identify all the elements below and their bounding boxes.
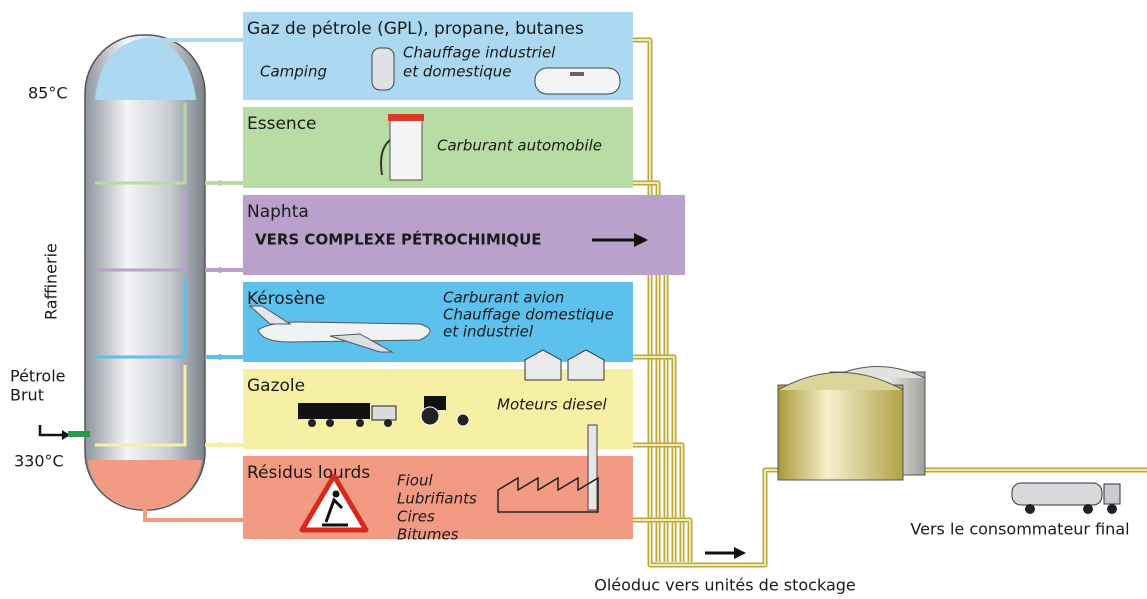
- product-use: Carburant automobile: [437, 137, 602, 155]
- icon: [456, 413, 470, 427]
- pipe-joint: [217, 180, 223, 186]
- product-use: Chauffage domestique: [443, 306, 614, 324]
- product-pipe: [143, 490, 243, 522]
- icon: [634, 233, 648, 247]
- product-name: Résidus lourds: [247, 463, 370, 483]
- input-label: Pétrole: [10, 367, 66, 386]
- input-label: Brut: [10, 386, 44, 405]
- pipe-joint: [217, 442, 223, 448]
- distillation-column: [84, 34, 206, 511]
- pipeline-label: Oléoduc vers unités de stockage: [594, 576, 856, 595]
- product-use: Carburant avion: [443, 289, 564, 307]
- product-name: Kérosène: [247, 289, 325, 309]
- input-pipe: [68, 431, 90, 437]
- product-name: Gaz de pétrole (GPL), propane, butanes: [247, 19, 584, 39]
- icon: [380, 139, 391, 176]
- flow-arrow-head: [734, 547, 746, 559]
- product-bands: Gaz de pétrole (GPL), propane, butanes Ca…: [243, 12, 685, 544]
- product-use: Camping: [260, 63, 327, 81]
- icon: [384, 419, 392, 427]
- product-use: Moteurs diesel: [497, 396, 607, 414]
- icon: [371, 405, 397, 421]
- trays: [95, 38, 243, 522]
- product-pipe: [143, 38, 243, 80]
- icon: [587, 424, 598, 511]
- icon: [248, 305, 292, 325]
- icon: [567, 349, 605, 381]
- product-band: [243, 107, 633, 188]
- icon: [389, 117, 423, 181]
- product-pipe: [95, 190, 187, 272]
- product-use: Bitumes: [397, 526, 459, 544]
- icon: [332, 490, 340, 498]
- bottom-temperature: 330°C: [14, 452, 64, 471]
- product-use: VERS COMPLEXE PÉTROCHIMIQUE: [255, 230, 542, 249]
- icon: [424, 396, 446, 410]
- icon: [298, 403, 370, 419]
- tanker-truck: [1011, 482, 1121, 514]
- product-use: Cires: [397, 508, 435, 526]
- icon: [570, 72, 584, 76]
- product-name: Naphta: [247, 202, 309, 222]
- column-name: Raffinerie: [42, 243, 61, 320]
- product-use: Fioul: [397, 472, 433, 490]
- input-arrow: [38, 425, 68, 437]
- product-band: [243, 195, 685, 275]
- pipe-joint: [217, 267, 223, 273]
- product-use: et industriel: [443, 323, 534, 341]
- icon: [329, 333, 394, 353]
- product-name: Essence: [247, 114, 317, 134]
- product-pipe: [95, 365, 187, 447]
- top-temperature: 85°C: [28, 84, 68, 103]
- icon: [356, 419, 364, 427]
- product-pipe: [95, 277, 187, 359]
- icon: [322, 497, 348, 527]
- icon: [326, 419, 334, 427]
- product-use: Chauffage industriel: [403, 44, 556, 62]
- input-arrow-head: [62, 430, 70, 440]
- product-use: Lubrifiants: [397, 490, 477, 508]
- icon: [534, 67, 621, 95]
- icon: [420, 406, 440, 426]
- icon: [524, 349, 562, 381]
- icon: [308, 419, 316, 427]
- product-use: et domestique: [403, 63, 512, 81]
- icon: [371, 47, 395, 91]
- pipe-joint: [217, 354, 223, 360]
- storage-tanks: [777, 366, 926, 481]
- destination-label: Vers le consommateur final: [910, 520, 1129, 539]
- column-residue: [88, 460, 202, 510]
- icon: [497, 476, 599, 513]
- icon: [388, 114, 424, 121]
- product-name: Gazole: [247, 376, 305, 396]
- product-pipe: [95, 103, 187, 185]
